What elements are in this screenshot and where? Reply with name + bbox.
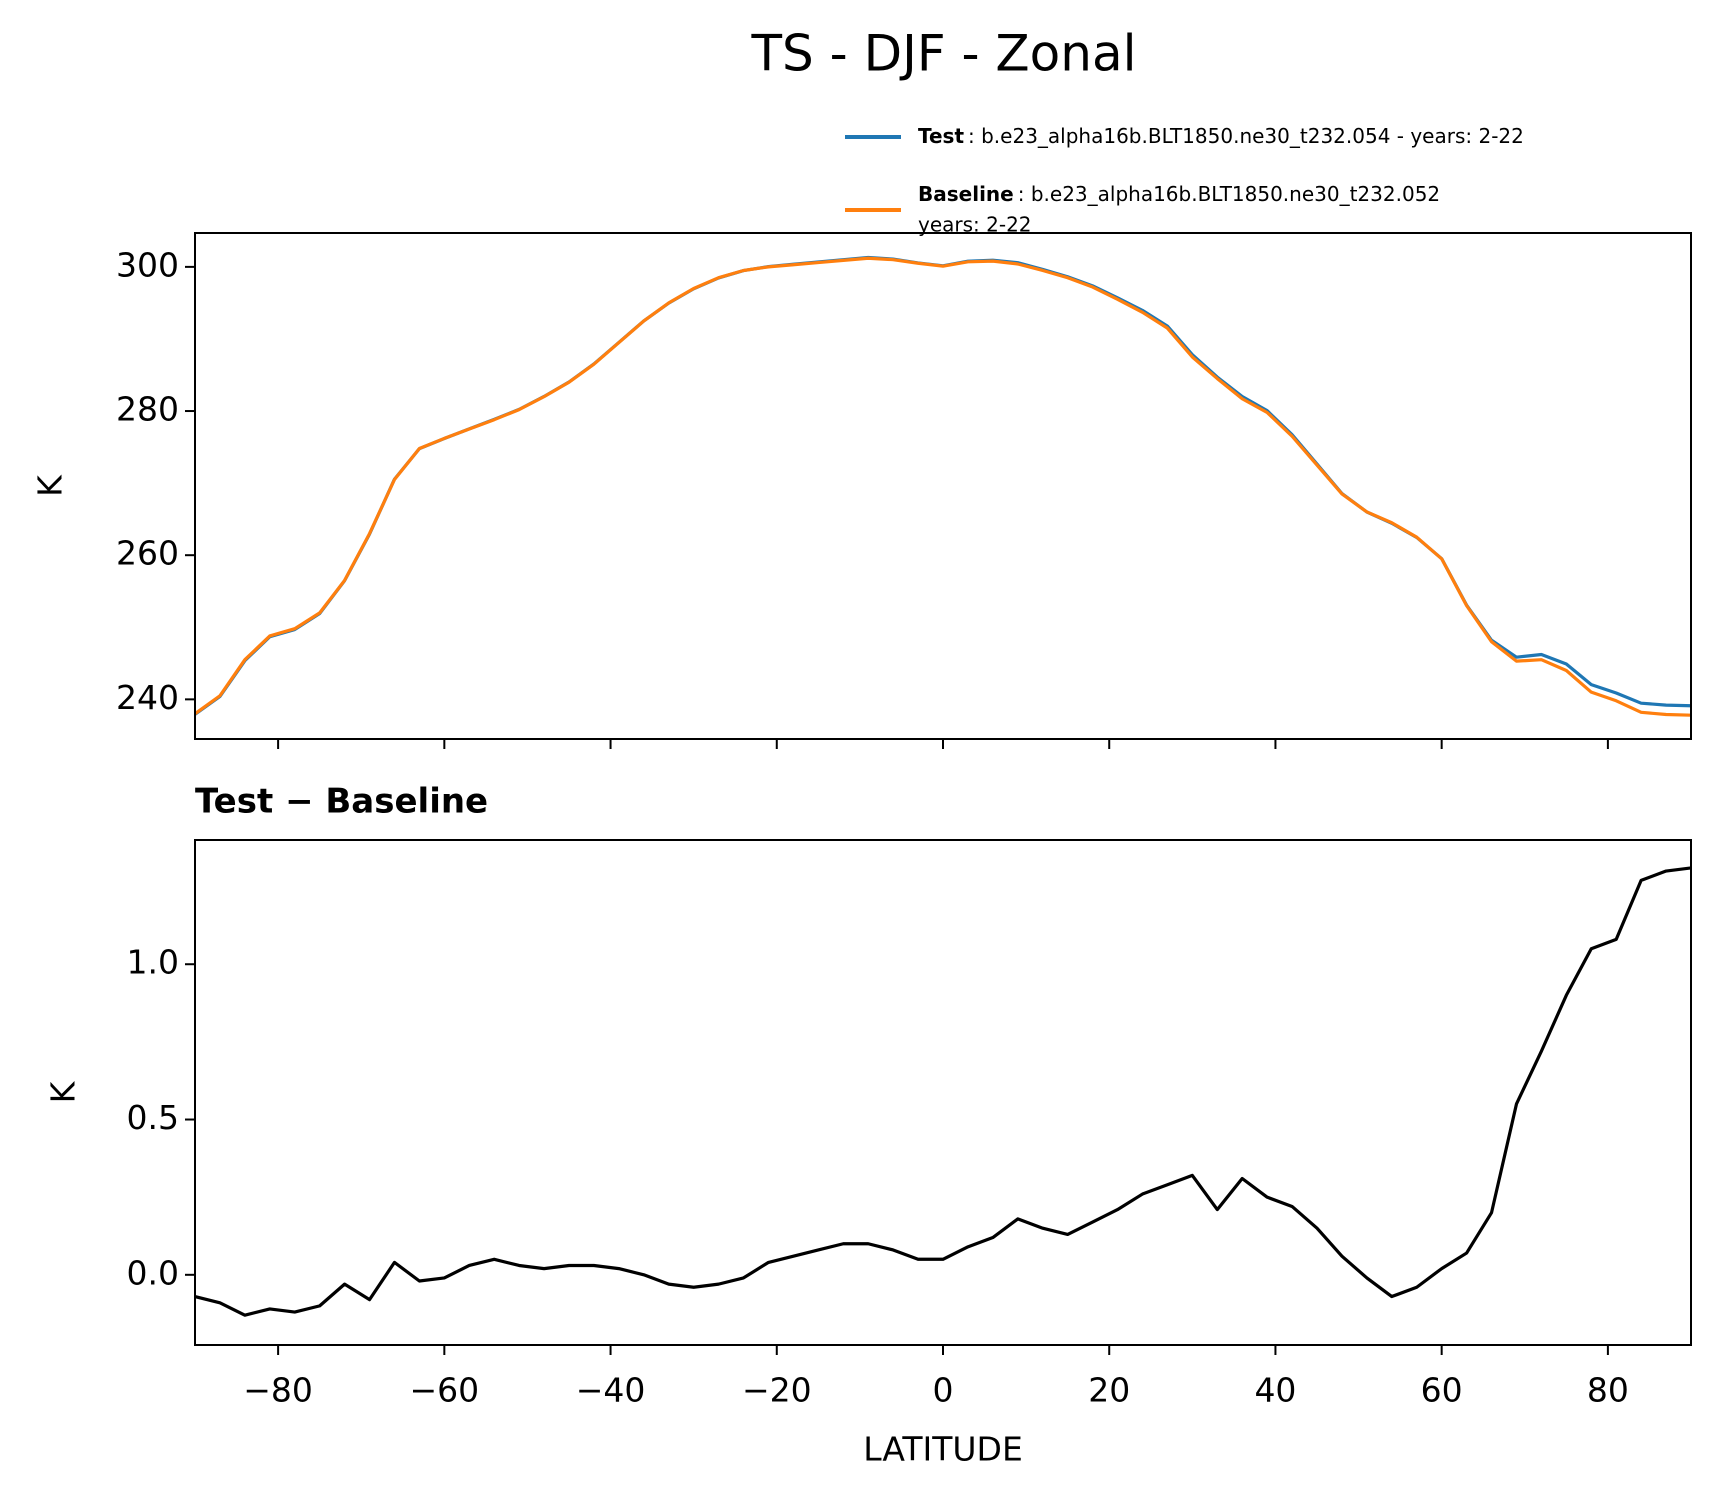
x-tick-label: −40 [576,1371,646,1410]
y-axis-label: K [31,474,70,497]
x-axis-label: LATITUDE [863,1430,1023,1469]
axes-frame [194,839,1692,1346]
figure-title: TS - DJF - Zonal [750,25,1136,83]
x-tick-label: 80 [1587,1371,1629,1410]
legend-description: years: 2-22 [918,213,1032,237]
y-tick-label: 1.0 [127,943,179,982]
legend-description: : b.e23_alpha16b.BLT1850.ne30_t232.052 [1018,182,1440,206]
y-axis-label: K [44,1080,83,1103]
legend-label: Baseline: b.e23_alpha16b.BLT1850.ne30_t2… [918,182,1440,206]
y-tick-label: 280 [116,390,179,429]
legend-name: Baseline [918,182,1014,206]
y-tick-label: 260 [116,534,179,573]
y-tick-label: 240 [116,678,179,717]
series-line [195,866,1691,1317]
axes-frame [194,232,1692,740]
y-tick-label: 0.5 [127,1098,179,1137]
axes-title: Test − Baseline [195,782,488,822]
y-tick-label: 0.0 [127,1253,179,1292]
x-tick-label: −60 [410,1371,480,1410]
legend-label: Test: b.e23_alpha16b.BLT1850.ne30_t232.0… [918,124,1524,148]
series-line [195,255,1691,716]
x-tick-label: 0 [933,1371,954,1410]
x-tick-label: 20 [1088,1371,1130,1410]
x-tick-label: −20 [742,1371,812,1410]
y-tick-label: 300 [116,245,179,284]
series-line [195,256,1691,717]
legend-name: Test [918,124,964,148]
x-tick-label: −80 [243,1371,313,1410]
x-tick-label: 60 [1421,1371,1463,1410]
legend-description: : b.e23_alpha16b.BLT1850.ne30_t232.054 -… [968,124,1524,148]
x-tick-label: 40 [1254,1371,1296,1410]
